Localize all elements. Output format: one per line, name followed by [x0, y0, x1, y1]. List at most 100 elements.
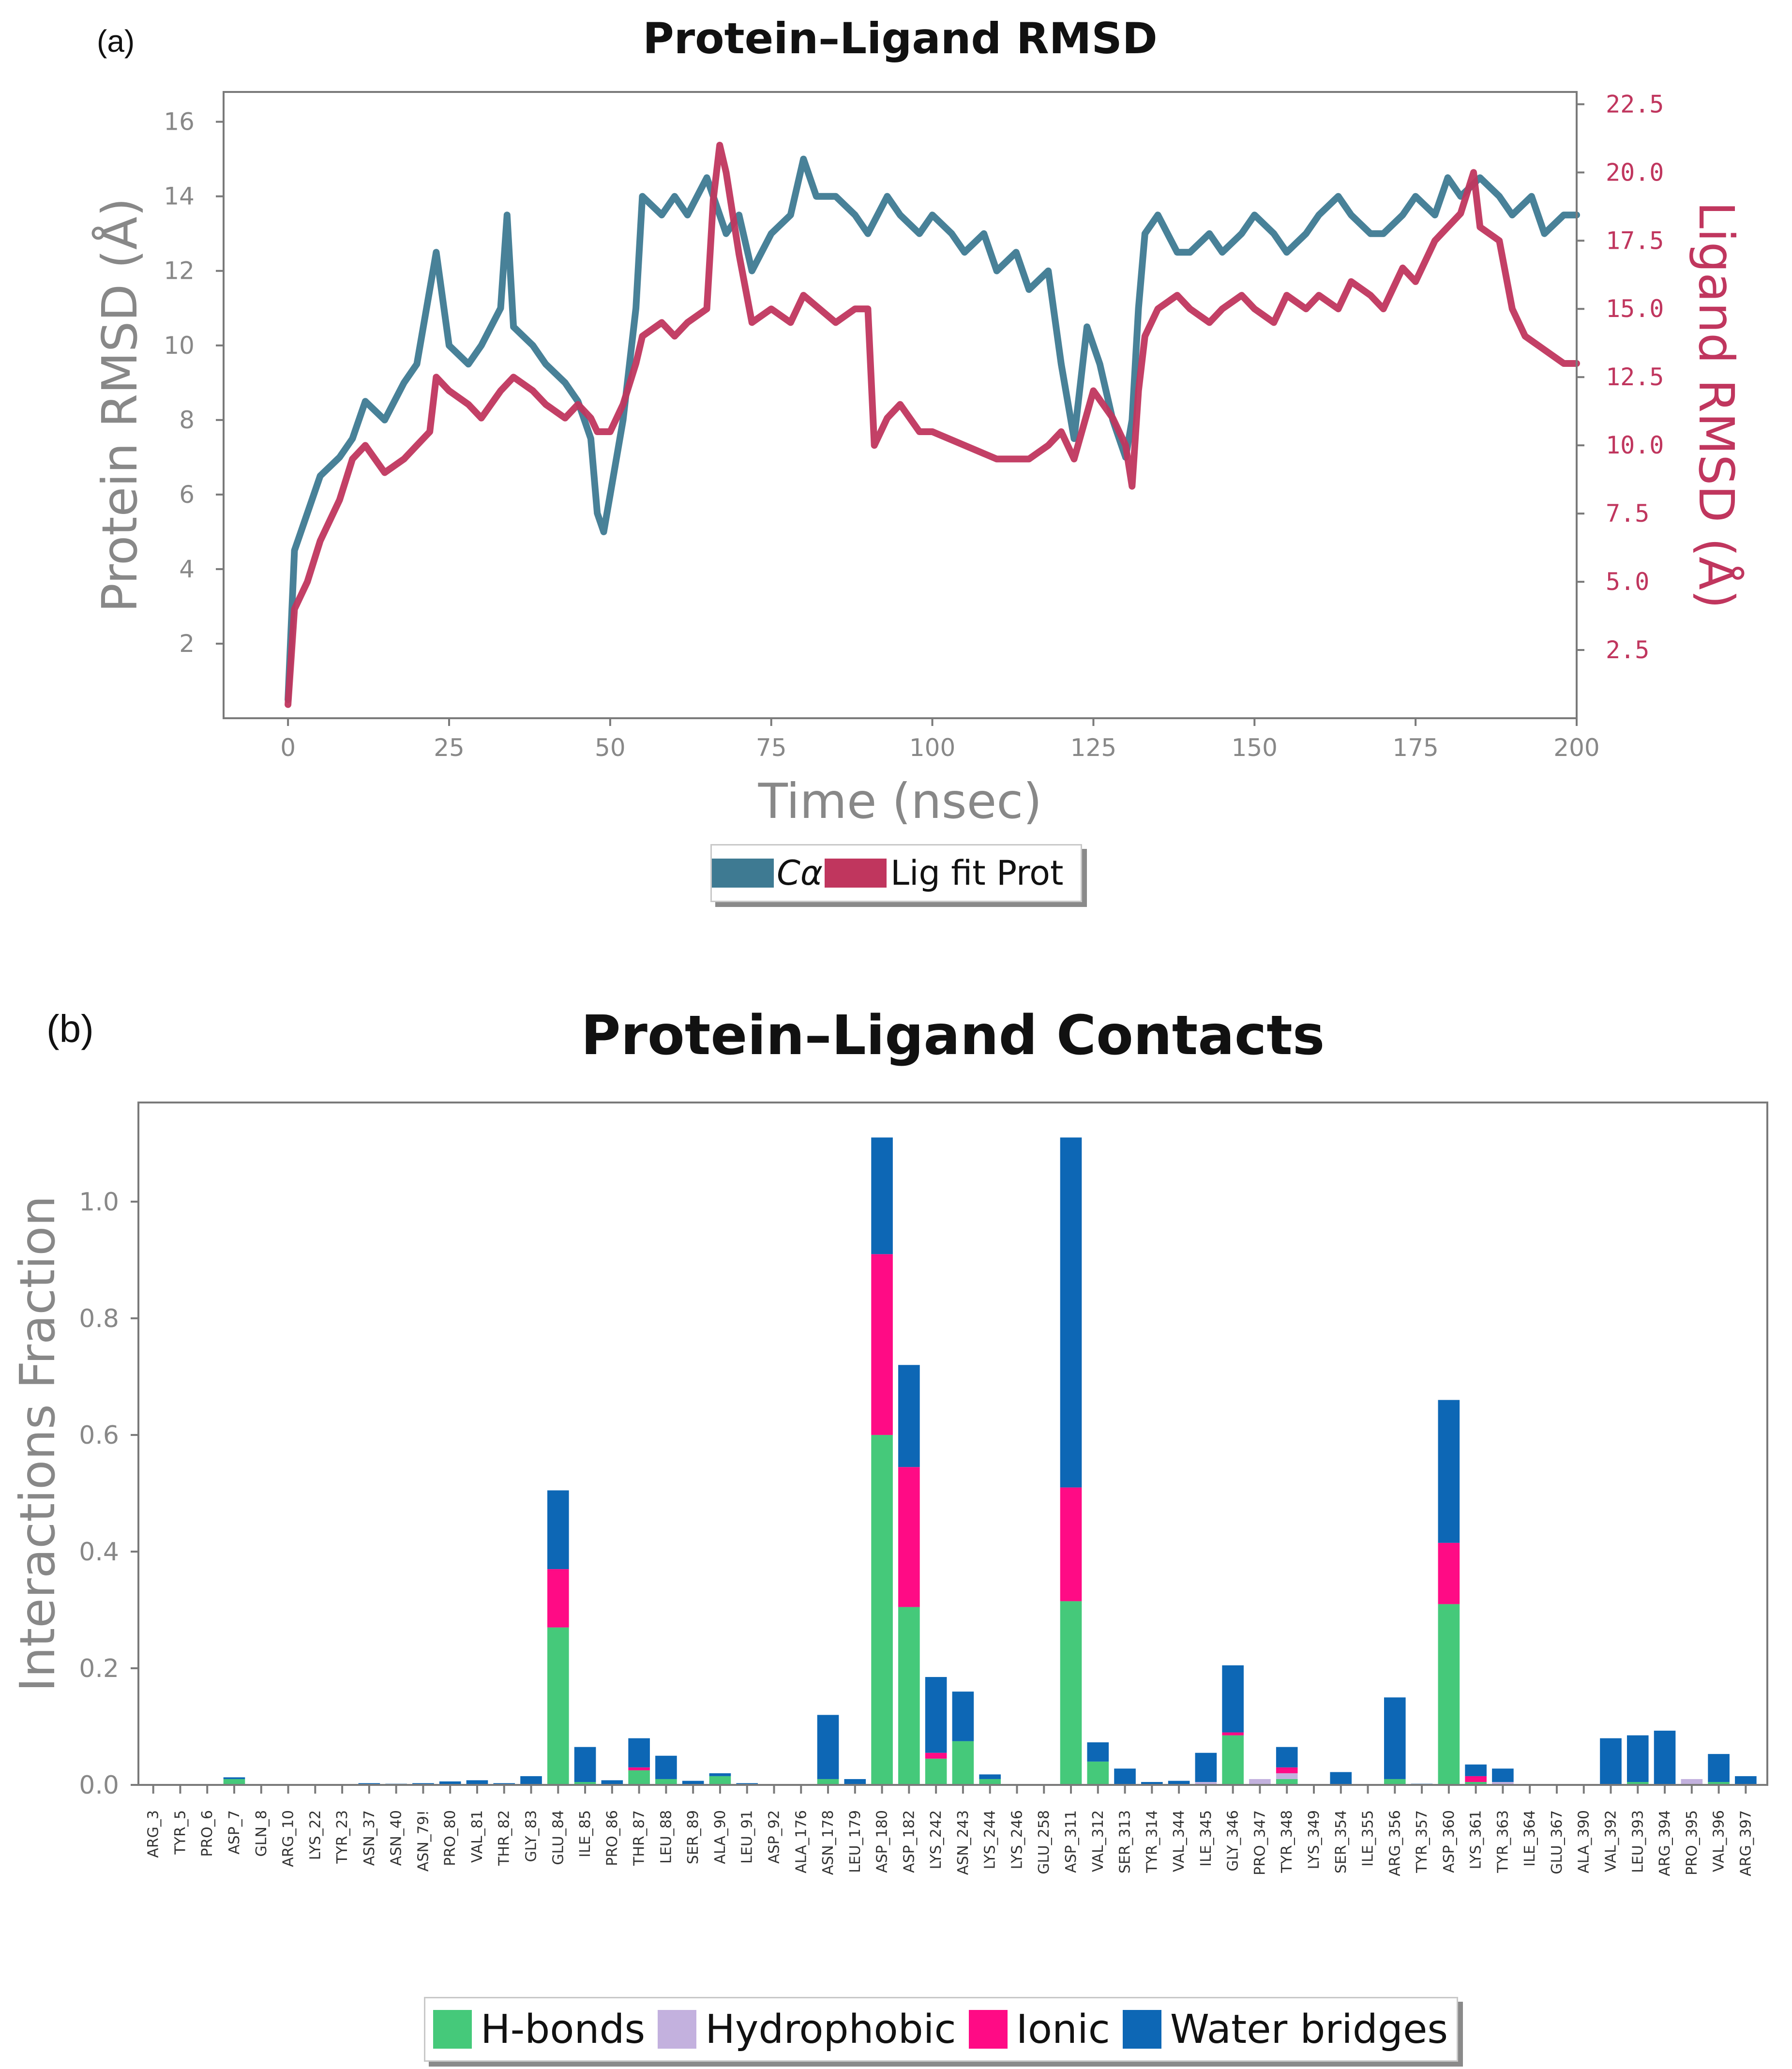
legend-label-lig-fit-prot: Lig fit Prot — [890, 853, 1064, 893]
rmsd-x-axis-label: Time (nsec) — [758, 773, 1042, 830]
contacts-x-tick-label: SER_354 — [1333, 1810, 1350, 1873]
bar-water-bridges-segment — [628, 1738, 650, 1767]
bar-water-bridges-segment — [466, 1780, 488, 1785]
bar-ionic-segment — [547, 1569, 569, 1628]
rmsd-y-left-axis-label: Protein RMSD (Å) — [91, 198, 148, 613]
bar-ionic-segment — [1276, 1767, 1298, 1773]
rmsd-y-left-tick-label: 14 — [164, 182, 195, 211]
bar-hydrophobic-segment — [1681, 1779, 1703, 1785]
contacts-x-tick-label: ASN_178 — [820, 1810, 837, 1875]
legend-swatch-hydrophobic — [658, 2010, 697, 2049]
bar-water-bridges-segment — [1708, 1754, 1730, 1782]
bar-water-bridges-segment — [817, 1715, 839, 1779]
contacts-x-tick-label: ILE_364 — [1521, 1810, 1538, 1867]
rmsd-y-right-tick-label: 10.0 — [1606, 431, 1664, 459]
contacts-x-tick-label: LEU_179 — [847, 1810, 864, 1873]
contacts-legend: H-bonds Hydrophobic Ionic Water bridges — [424, 1997, 1459, 2062]
bar-h-bonds-segment — [1465, 1782, 1487, 1785]
bar-h-bonds-segment — [1060, 1601, 1082, 1785]
contacts-x-tick-label: LEU_91 — [739, 1810, 756, 1864]
contacts-x-tick-label: ARG_397 — [1737, 1810, 1754, 1876]
bar-h-bonds-segment — [628, 1770, 650, 1785]
contacts-x-tick-label: LYS_244 — [982, 1810, 999, 1869]
contacts-x-tick-label: VAL_392 — [1603, 1810, 1620, 1872]
rmsd-y-right-axis-label: Ligand RMSD (Å) — [1688, 201, 1745, 608]
contacts-x-tick-label: GLU_258 — [1036, 1810, 1053, 1874]
bar-h-bonds-segment — [574, 1782, 596, 1785]
contacts-x-tick-label: ASN_40 — [388, 1810, 405, 1866]
bar-water-bridges-segment — [1222, 1665, 1244, 1733]
bar-ionic-segment — [1465, 1776, 1487, 1782]
bar-water-bridges-segment — [1654, 1730, 1676, 1785]
legend-label-h-bonds: H-bonds — [481, 2006, 646, 2053]
bar-water-bridges-segment — [682, 1781, 704, 1785]
contacts-x-tick-label: LYS_22 — [307, 1810, 324, 1860]
bar-h-bonds-segment — [709, 1776, 731, 1785]
contacts-y-tick-label: 0.0 — [79, 1771, 119, 1800]
bar-water-bridges-segment — [1141, 1782, 1163, 1785]
contacts-y-axis-label: Interactions Fraction — [9, 1195, 66, 1692]
bar-water-bridges-segment — [979, 1774, 1001, 1779]
contacts-x-tick-label: ASP_360 — [1441, 1810, 1458, 1873]
bar-h-bonds-segment — [817, 1779, 839, 1785]
rmsd-y-left-tick-label: 12 — [164, 257, 195, 285]
bar-ionic-segment — [1222, 1732, 1244, 1736]
contacts-x-tick-label: GLU_84 — [550, 1810, 567, 1865]
legend-swatch-ionic — [968, 2010, 1008, 2049]
bar-water-bridges-segment — [1438, 1400, 1460, 1543]
contacts-chart-title: Protein–Ligand Contacts — [581, 1004, 1325, 1067]
legend-swatch-lig-fit-prot — [825, 859, 887, 888]
contacts-x-tick-label: LEU_88 — [658, 1810, 675, 1864]
rmsd-x-tick-label: 100 — [909, 734, 955, 762]
contacts-x-tick-label: TYR_357 — [1414, 1810, 1431, 1873]
contacts-x-tick-label: GLU_367 — [1549, 1810, 1566, 1874]
bar-h-bonds-segment — [655, 1779, 677, 1785]
panel-b-label: (b) — [46, 1007, 94, 1050]
contacts-x-tick-label: PRO_347 — [1251, 1810, 1268, 1875]
bar-water-bridges-segment — [1195, 1752, 1217, 1782]
rmsd-y-left-tick-label: 10 — [164, 332, 195, 360]
rmsd-y-right-tick-label: 7.5 — [1606, 499, 1649, 528]
bar-water-bridges-segment — [898, 1365, 920, 1467]
bar-water-bridges-segment — [520, 1776, 542, 1785]
legend-item-c-alpha: Cα — [712, 853, 825, 893]
contacts-y-tick-label: 0.8 — [79, 1304, 119, 1333]
bar-ionic-segment — [628, 1767, 650, 1770]
bar-water-bridges-segment — [1168, 1781, 1190, 1785]
legend-swatch-c-alpha — [712, 859, 774, 888]
contacts-y-tick-label: 0.4 — [79, 1538, 119, 1567]
bar-water-bridges-segment — [1465, 1764, 1487, 1776]
contacts-x-tick-label: ASP_311 — [1063, 1810, 1080, 1873]
legend-item-water-bridges: Water bridges — [1122, 2007, 1448, 2053]
rmsd-y-right-tick-label: 22.5 — [1606, 90, 1664, 118]
rmsd-x-tick-label: 150 — [1232, 734, 1278, 762]
rmsd-legend: Cα Lig fit Prot — [710, 844, 1083, 902]
rmsd-y-right-tick-label: 20.0 — [1606, 158, 1664, 186]
legend-item-hydrophobic: Hydrophobic — [658, 2007, 968, 2053]
bar-hydrophobic-segment — [1276, 1773, 1298, 1779]
rmsd-x-tick-label: 0 — [280, 734, 296, 762]
rmsd-y-left-tick-label: 16 — [164, 108, 195, 136]
contacts-x-tick-label: ARG_3 — [145, 1810, 162, 1858]
bar-h-bonds-segment — [1087, 1761, 1109, 1785]
bar-hydrophobic-segment — [1195, 1782, 1217, 1785]
legend-label-ionic: Ionic — [1016, 2006, 1110, 2053]
rmsd-x-tick-label: 50 — [595, 734, 626, 762]
rmsd-y-left-tick-label: 8 — [179, 406, 195, 434]
rmsd-plot-frame — [223, 91, 1578, 719]
bar-water-bridges-segment — [1114, 1768, 1136, 1785]
bar-water-bridges-segment — [655, 1755, 677, 1779]
contacts-x-tick-label: SER_313 — [1117, 1810, 1134, 1873]
contacts-x-tick-label: VAL_312 — [1090, 1810, 1107, 1872]
contacts-x-tick-label: ILE_85 — [577, 1810, 594, 1858]
contacts-x-tick-label: TYR_363 — [1494, 1810, 1511, 1873]
contacts-x-tick-label: ASN_243 — [955, 1810, 972, 1875]
contacts-x-tick-label: ASP_92 — [766, 1810, 783, 1864]
contacts-x-tick-label: LEU_393 — [1629, 1810, 1646, 1873]
contacts-y-tick-label: 1.0 — [79, 1188, 119, 1217]
rmsd-x-tick-label: 75 — [756, 734, 787, 762]
contacts-x-tick-label: ILE_345 — [1198, 1810, 1215, 1867]
bar-h-bonds-segment — [223, 1779, 245, 1785]
rmsd-x-tick-label: 175 — [1392, 734, 1438, 762]
rmsd-chart-title: Protein–Ligand RMSD — [643, 14, 1158, 63]
